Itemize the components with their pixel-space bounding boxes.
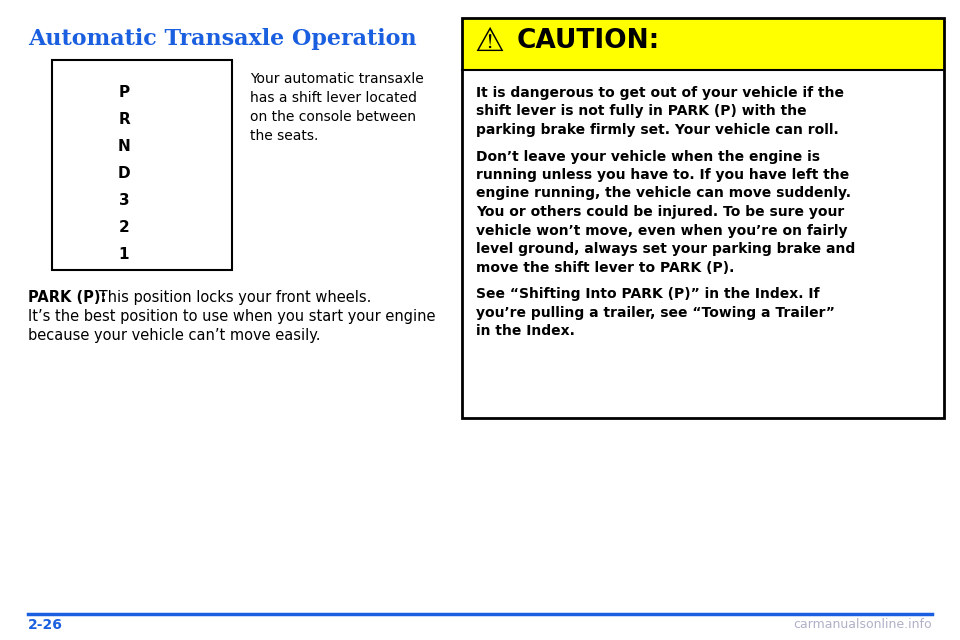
- Text: P: P: [118, 85, 130, 100]
- Text: It’s the best position to use when you start your engine: It’s the best position to use when you s…: [28, 309, 436, 324]
- Text: 3: 3: [119, 193, 130, 208]
- Text: vehicle won’t move, even when you’re on fairly: vehicle won’t move, even when you’re on …: [476, 223, 848, 237]
- Text: ⚠: ⚠: [474, 26, 504, 59]
- Text: carmanualsonline.info: carmanualsonline.info: [793, 618, 932, 631]
- Text: D: D: [118, 166, 131, 181]
- Text: engine running, the vehicle can move suddenly.: engine running, the vehicle can move sud…: [476, 186, 851, 200]
- Text: move the shift lever to PARK (P).: move the shift lever to PARK (P).: [476, 260, 734, 275]
- Text: R: R: [118, 112, 130, 127]
- Text: 1: 1: [119, 247, 130, 262]
- Text: Automatic Transaxle Operation: Automatic Transaxle Operation: [28, 28, 417, 50]
- Bar: [462, 18, 944, 418]
- Text: It is dangerous to get out of your vehicle if the: It is dangerous to get out of your vehic…: [476, 86, 844, 100]
- Bar: [462, 70, 944, 418]
- Text: PARK (P):: PARK (P):: [28, 290, 107, 305]
- Text: the seats.: the seats.: [250, 129, 319, 143]
- Text: because your vehicle can’t move easily.: because your vehicle can’t move easily.: [28, 328, 321, 343]
- Text: running unless you have to. If you have left the: running unless you have to. If you have …: [476, 168, 850, 182]
- Text: Don’t leave your vehicle when the engine is: Don’t leave your vehicle when the engine…: [476, 150, 820, 163]
- Text: level ground, always set your parking brake and: level ground, always set your parking br…: [476, 242, 855, 256]
- Text: You or others could be injured. To be sure your: You or others could be injured. To be su…: [476, 205, 844, 219]
- Text: on the console between: on the console between: [250, 110, 416, 124]
- Text: See “Shifting Into PARK (P)” in the Index. If: See “Shifting Into PARK (P)” in the Inde…: [476, 287, 820, 301]
- Text: has a shift lever located: has a shift lever located: [250, 91, 417, 105]
- Bar: [462, 18, 944, 70]
- Text: shift lever is not fully in PARK (P) with the: shift lever is not fully in PARK (P) wit…: [476, 104, 806, 118]
- Text: Your automatic transaxle: Your automatic transaxle: [250, 72, 423, 86]
- Text: CAUTION:: CAUTION:: [517, 28, 660, 54]
- Bar: [52, 60, 232, 270]
- Text: in the Index.: in the Index.: [476, 324, 575, 338]
- Text: 2: 2: [119, 220, 130, 235]
- Text: This position locks your front wheels.: This position locks your front wheels.: [94, 290, 372, 305]
- Text: you’re pulling a trailer, see “Towing a Trailer”: you’re pulling a trailer, see “Towing a …: [476, 305, 835, 319]
- Text: 2-26: 2-26: [28, 618, 62, 632]
- Text: parking brake firmly set. Your vehicle can roll.: parking brake firmly set. Your vehicle c…: [476, 123, 839, 137]
- Text: N: N: [118, 139, 131, 154]
